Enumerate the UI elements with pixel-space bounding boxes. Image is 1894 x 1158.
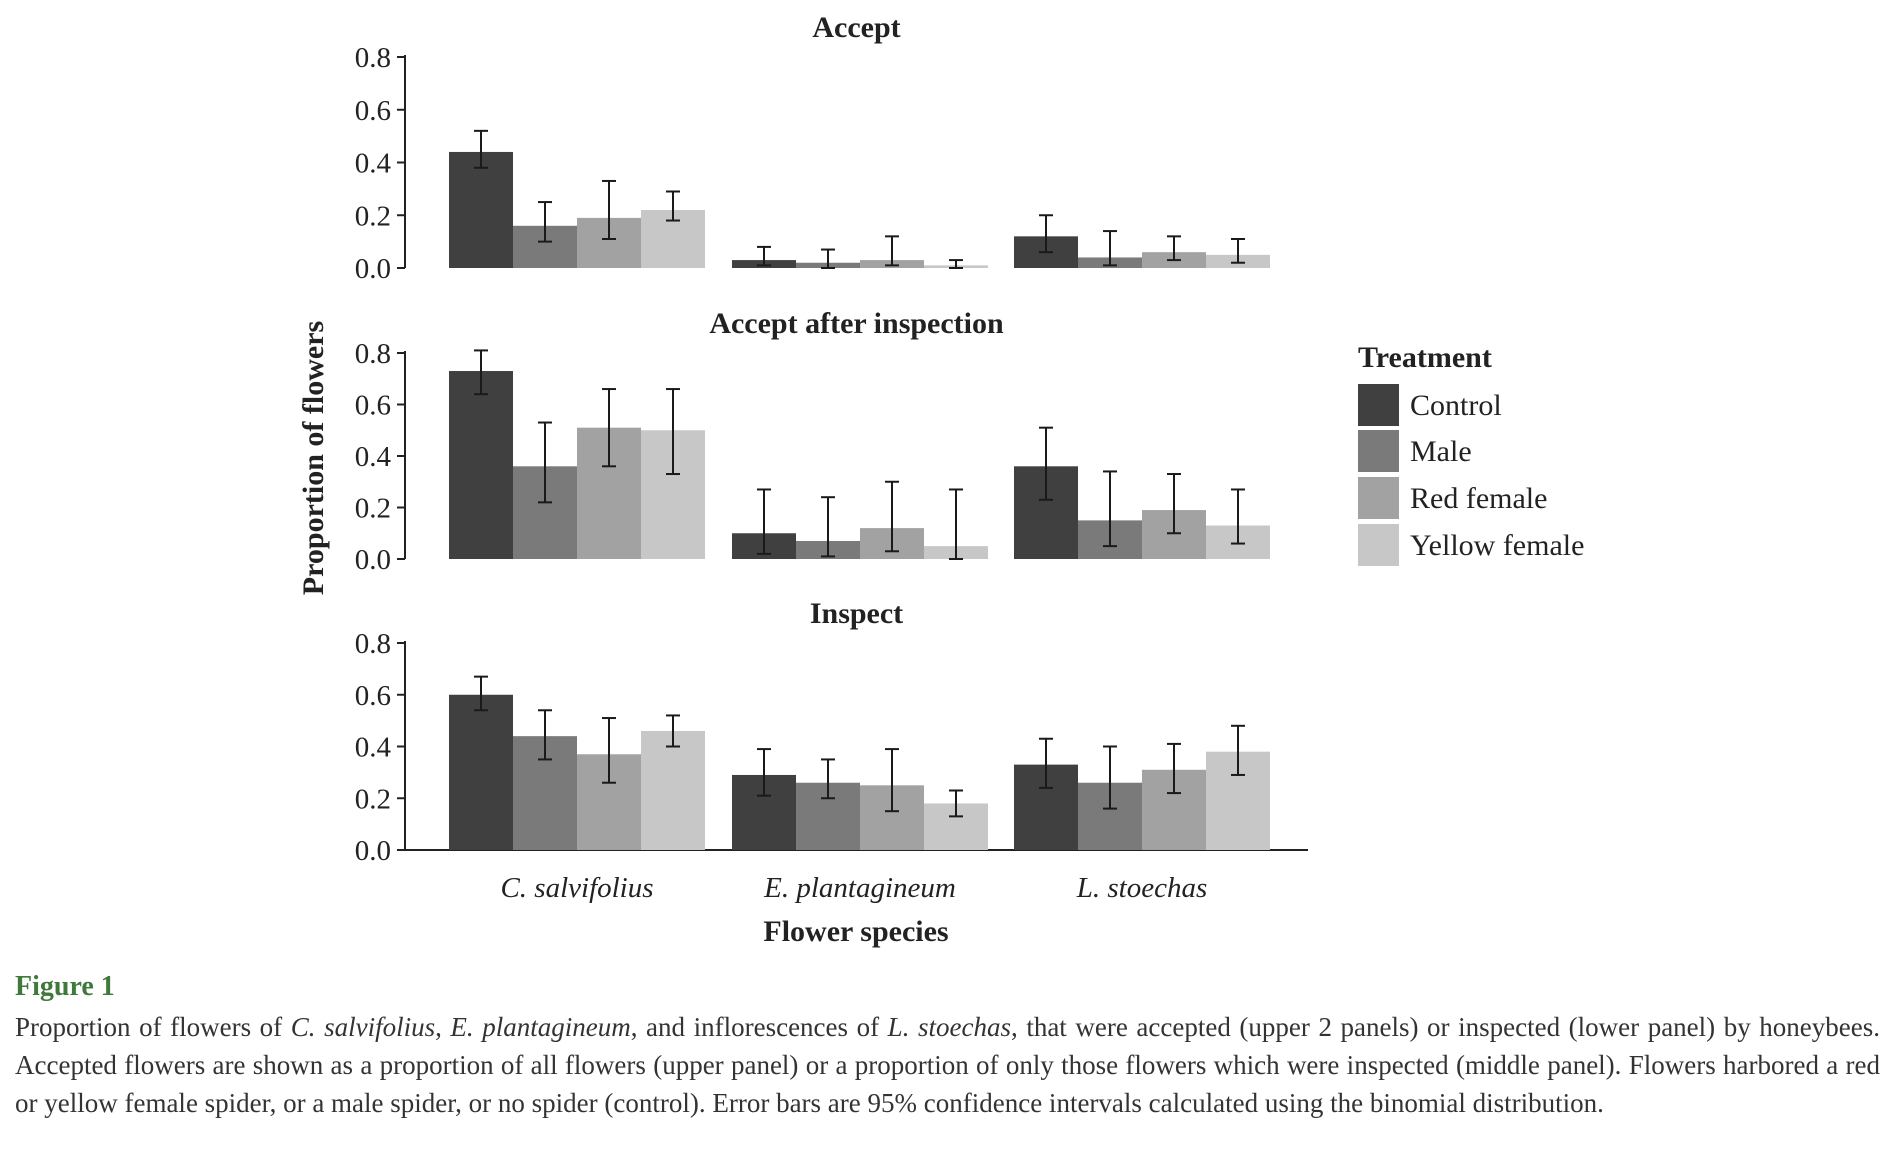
panel-title: Accept after inspection <box>709 307 1004 340</box>
legend-label: Male <box>1410 435 1472 468</box>
x-tick-label: L. stoechas <box>1076 872 1208 904</box>
legend-label: Control <box>1410 389 1502 422</box>
y-tick-label: 0.2 <box>355 493 391 525</box>
caption-species-name: C. salvifolius <box>290 1012 436 1042</box>
legend-label: Red female <box>1410 482 1547 515</box>
caption-text-segment: , <box>435 1012 451 1042</box>
legend-label: Yellow female <box>1410 529 1584 562</box>
y-tick-label: 0.0 <box>355 544 391 576</box>
bar <box>641 730 705 850</box>
caption-text-segment: , that were accepted (upper 2 panels) or… <box>15 1012 1881 1118</box>
bar <box>449 151 513 268</box>
bar <box>449 371 513 559</box>
figure-label: Figure 1 <box>15 971 115 1002</box>
legend-swatch <box>1358 477 1399 519</box>
y-tick-label: 0.4 <box>355 732 392 764</box>
caption-species-name: L. stoechas <box>887 1012 1011 1042</box>
x-tick-label: C. salvifolius <box>500 872 653 904</box>
figure-chart: Accept 0.0 0.2 0.4 0.6 0.8 Accept after inspec… <box>297 11 1584 948</box>
y-tick-label: 0.6 <box>355 390 391 422</box>
legend-swatch <box>1358 524 1399 566</box>
y-tick-label: 0.8 <box>355 338 391 370</box>
caption-text: Proportion of flowers of C. salvifolius,… <box>15 1008 1880 1122</box>
y-tick-label: 0.8 <box>355 628 391 660</box>
y-tick-label: 0.0 <box>355 253 391 285</box>
y-axis-title: Proportion of flowers <box>297 321 330 595</box>
y-tick-label: 0.2 <box>355 783 391 815</box>
y-tick-label: 0.8 <box>355 42 391 74</box>
panel-title: Inspect <box>810 597 903 630</box>
x-axis-title: Flower species <box>763 915 948 948</box>
legend-swatch <box>1358 384 1399 426</box>
caption-text-segment: , and inflorescences of <box>630 1012 888 1042</box>
y-tick-label: 0.0 <box>355 835 391 867</box>
y-tick-label: 0.4 <box>355 441 392 473</box>
caption-species-name: E. plantagineum <box>450 1012 631 1042</box>
y-tick-label: 0.2 <box>355 200 391 232</box>
y-tick-label: 0.4 <box>355 148 392 180</box>
legend-swatch <box>1358 430 1399 472</box>
caption-text-segment: Proportion of flowers of <box>15 1012 291 1042</box>
y-tick-label: 0.6 <box>355 95 391 127</box>
x-tick-label: E. plantagineum <box>763 872 956 904</box>
bar <box>449 694 513 850</box>
legend-title: Treatment <box>1358 341 1492 374</box>
figure-caption: Figure 1 Proportion of flowers of C. sal… <box>15 968 1880 1122</box>
panel-title: Accept <box>812 11 900 44</box>
y-tick-label: 0.6 <box>355 680 391 712</box>
